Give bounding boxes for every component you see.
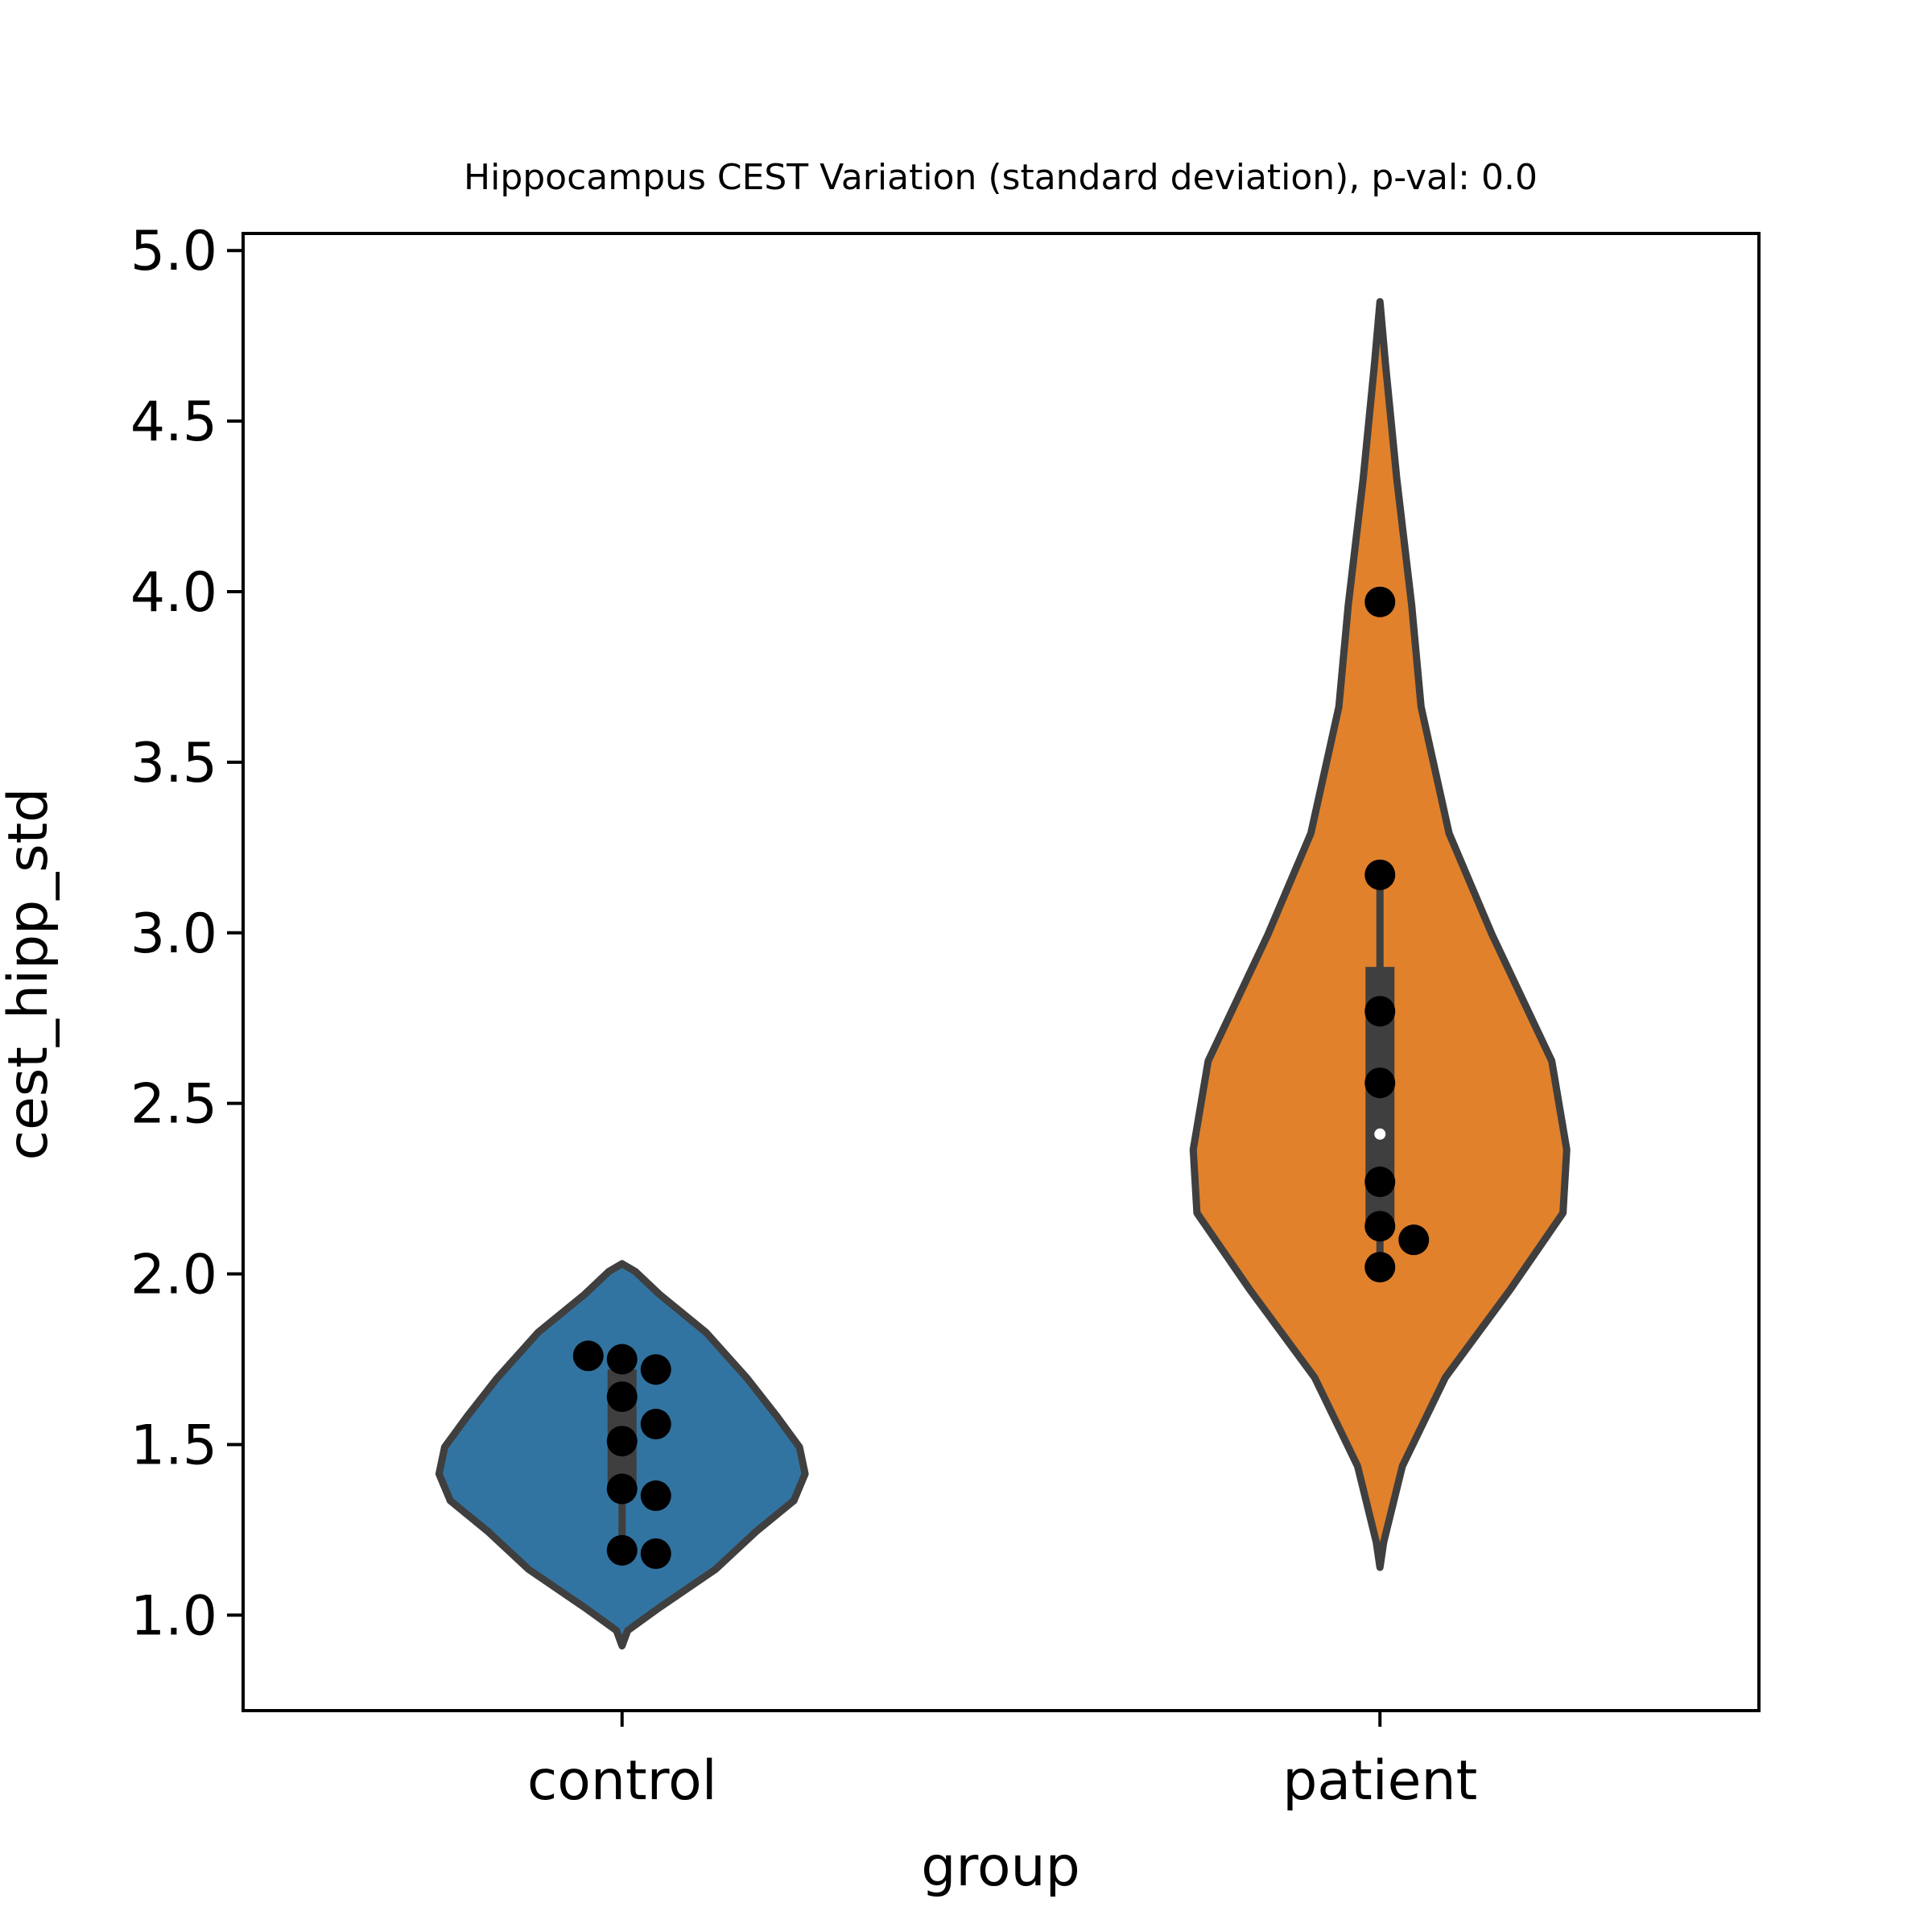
y-tick-label-1.0: 1.0 (130, 1584, 217, 1648)
patient-point-1 (1364, 1252, 1396, 1283)
patient-point-4 (1364, 1166, 1396, 1198)
y-tick-label-4.5: 4.5 (130, 390, 217, 454)
plot-area (435, 298, 1571, 1649)
x-tick-label-patient: patient (1282, 1749, 1477, 1813)
x-tick-label-control: control (527, 1749, 717, 1813)
control-point-4 (640, 1480, 671, 1512)
patient-point-6 (1364, 996, 1396, 1027)
control-point-2 (640, 1538, 671, 1570)
y-tick-label-3.0: 3.0 (130, 902, 217, 966)
plot-frame (242, 232, 1761, 1712)
control-point-1 (606, 1534, 638, 1566)
chart-title: Hippocampus CEST Variation (standard dev… (464, 157, 1538, 198)
y-tick-label-3.5: 3.5 (130, 732, 217, 795)
y-tick-label-5.0: 5.0 (130, 220, 217, 283)
control-point-7 (606, 1381, 638, 1413)
patient-median (1374, 1128, 1386, 1140)
y-tick-label-1.5: 1.5 (130, 1414, 217, 1477)
control-point-6 (640, 1409, 671, 1440)
y-tick-label-2.0: 2.0 (130, 1244, 217, 1307)
axes: 1.0 1.5 2.0 2.5 3.0 3.5 4.0 4.5 5.0 control patien… (130, 220, 1761, 1813)
y-tick-label-2.5: 2.5 (130, 1073, 217, 1137)
y-axis-label: cest_hipp_std (0, 788, 60, 1161)
control-point-8 (640, 1354, 671, 1385)
control-point-3 (606, 1473, 638, 1505)
x-axis-label: group (921, 1835, 1080, 1899)
patient-point-5 (1364, 1067, 1396, 1099)
control-point-9 (606, 1344, 638, 1375)
y-tick-label-4.0: 4.0 (130, 561, 217, 625)
patient-point-2 (1398, 1224, 1430, 1256)
control-point-10 (572, 1340, 604, 1372)
patient-point-8 (1364, 586, 1396, 617)
control-point-5 (606, 1426, 638, 1457)
patient-point-7 (1364, 859, 1396, 890)
patient-point-3 (1364, 1211, 1396, 1242)
